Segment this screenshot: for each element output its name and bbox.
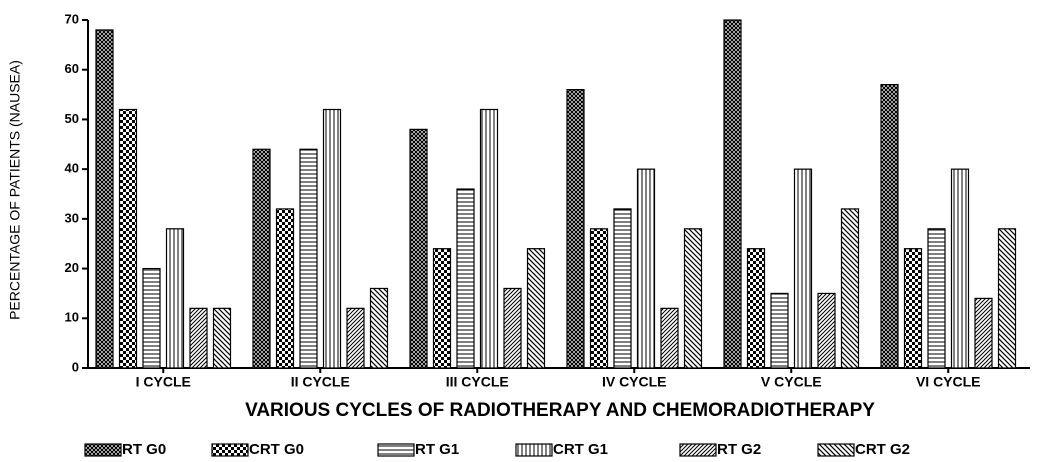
bar xyxy=(369,287,389,369)
bar xyxy=(817,292,836,369)
bar xyxy=(409,128,428,369)
legend-label: CRT G1 xyxy=(553,441,608,458)
legend-swatch xyxy=(211,443,249,457)
bar xyxy=(950,168,970,369)
y-tick-label: 40 xyxy=(65,161,79,176)
bar xyxy=(299,148,318,369)
bar xyxy=(526,248,546,369)
y-tick-label: 20 xyxy=(65,260,79,275)
bar xyxy=(479,108,499,369)
bar xyxy=(432,248,452,369)
x-tick-label: IV CYCLE xyxy=(602,374,667,390)
bar xyxy=(189,307,208,369)
y-tick-label: 0 xyxy=(72,359,79,374)
y-axis-label: PERCENTAGE OF PATIENTS (NAUSEA) xyxy=(7,60,23,320)
bar xyxy=(142,267,161,369)
bar xyxy=(723,19,742,369)
x-tick-label: VI CYCLE xyxy=(916,374,981,390)
y-tick-label: 60 xyxy=(65,61,79,76)
bar xyxy=(840,208,860,369)
bar xyxy=(95,29,114,369)
bar xyxy=(997,228,1017,369)
bar xyxy=(275,208,295,369)
legend-label: RT G0 xyxy=(122,441,166,458)
bar xyxy=(660,307,679,369)
bar xyxy=(927,228,946,369)
bar xyxy=(566,88,585,369)
legend-label: CRT G2 xyxy=(855,441,910,458)
legend-swatch xyxy=(817,443,855,457)
legend-label: CRT G0 xyxy=(249,441,304,458)
y-tick-label: 50 xyxy=(65,111,79,126)
legend-swatch xyxy=(377,443,415,457)
x-tick-label: III CYCLE xyxy=(446,374,509,390)
bar xyxy=(636,168,656,369)
bar xyxy=(252,148,271,369)
bar xyxy=(746,248,766,369)
x-axis-label: VARIOUS CYCLES OF RADIOTHERAPY AND CHEMO… xyxy=(245,400,875,421)
y-tick-label: 30 xyxy=(65,210,79,225)
x-tick-label: II CYCLE xyxy=(291,374,350,390)
legend-label: RT G2 xyxy=(717,441,761,458)
bar xyxy=(770,292,789,369)
bar xyxy=(118,108,138,369)
y-tick-label: 70 xyxy=(65,11,79,26)
bar xyxy=(212,307,232,369)
y-tick-label: 10 xyxy=(65,310,79,325)
bar xyxy=(589,228,609,369)
bar xyxy=(165,228,185,369)
x-tick-label: I CYCLE xyxy=(136,374,191,390)
bar xyxy=(683,228,703,369)
bar xyxy=(974,297,993,369)
x-tick-label: V CYCLE xyxy=(761,374,822,390)
legend-swatch xyxy=(84,443,122,457)
bar xyxy=(613,208,632,369)
bar xyxy=(322,108,342,369)
legend-swatch xyxy=(515,443,553,457)
legend-swatch xyxy=(679,443,717,457)
bar xyxy=(793,168,813,369)
bar xyxy=(346,307,365,369)
bar xyxy=(903,248,923,369)
bar xyxy=(503,287,522,369)
bar xyxy=(880,84,899,369)
legend-label: RT G1 xyxy=(415,441,459,458)
bar xyxy=(456,188,475,369)
